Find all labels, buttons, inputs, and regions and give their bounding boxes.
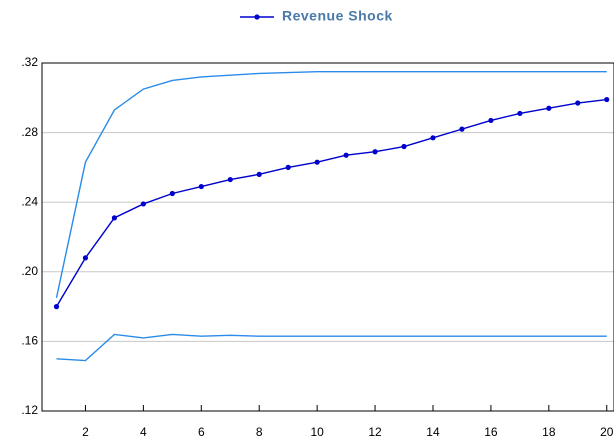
data-point [140, 201, 146, 207]
x-tick-label: 16 [484, 425, 498, 439]
data-point [401, 143, 407, 150]
data-point [604, 96, 610, 103]
x-tick-label: 14 [426, 425, 440, 439]
x-tick-label: 8 [256, 425, 263, 439]
y-tick-label: .16 [21, 334, 38, 348]
data-point [169, 190, 175, 197]
data-point [285, 164, 291, 170]
data-point [111, 215, 118, 221]
data-point [53, 304, 60, 310]
x-tick-label: 10 [310, 425, 324, 439]
series-line [55, 98, 607, 307]
legend-text: Revenue Shock [282, 8, 393, 24]
data-point [488, 117, 494, 124]
y-tick-label: .12 [21, 403, 38, 417]
data-point [256, 171, 262, 177]
y-tick-label: .20 [21, 264, 38, 278]
x-tick-label: 20 [600, 425, 614, 439]
data-point [575, 100, 581, 106]
data-point [430, 135, 436, 141]
x-tick-label: 2 [82, 425, 89, 439]
data-point [82, 255, 89, 261]
x-tick-label: 6 [198, 425, 205, 439]
series-line [56, 333, 607, 362]
data-point [546, 105, 552, 111]
series-line [55, 71, 607, 299]
data-point [227, 176, 233, 183]
data-point [314, 159, 320, 165]
data-point [372, 149, 378, 155]
y-tick-label: .28 [21, 125, 38, 139]
data-point [343, 152, 349, 158]
data-point [459, 126, 465, 132]
legend-marker [254, 14, 260, 20]
x-tick-label: 18 [542, 425, 556, 439]
y-tick-label: .24 [21, 194, 38, 208]
x-tick-label: 4 [140, 425, 147, 439]
data-point [517, 110, 523, 117]
x-tick-label: 12 [368, 425, 382, 439]
plot-frame [41, 62, 614, 412]
data-point [198, 183, 204, 190]
y-tick-label: .32 [21, 55, 38, 69]
